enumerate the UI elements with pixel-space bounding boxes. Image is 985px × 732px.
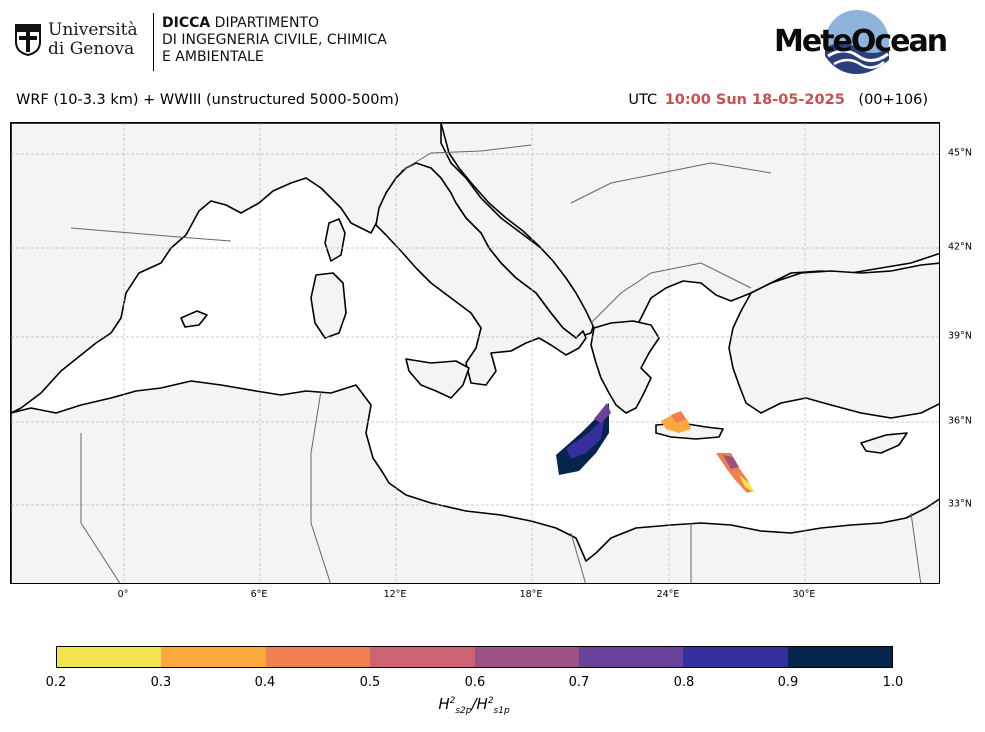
cb-den: H <box>476 695 488 713</box>
wave-ratio-field <box>556 403 755 493</box>
cb-den-sup: 2 <box>487 696 494 706</box>
land-turkey <box>728 262 939 419</box>
land-greece <box>590 320 660 414</box>
unige-shield-icon <box>15 24 41 56</box>
colorbar-segment <box>370 647 475 667</box>
colorbar-label: 0.8 <box>673 675 695 690</box>
forecast-lead: (00+106) <box>858 92 928 108</box>
run-time: UTC 10:00 Sun 18-05-2025 (00+106) <box>628 92 928 108</box>
colorbar-segment <box>57 647 162 667</box>
colorbar-segment <box>683 647 788 667</box>
lon-tick-24e: 24°E <box>656 589 680 600</box>
colorbar-label: 0.4 <box>254 675 276 690</box>
model-title: WRF (10-3.3 km) + WWIII (unstructured 50… <box>16 92 400 108</box>
colorbar-label: 1.0 <box>882 675 904 690</box>
meteocean-logo: MeteOcean <box>772 8 948 76</box>
land-north-africa <box>11 380 939 583</box>
lat-tick-45n: 45°N <box>948 147 972 159</box>
lat-tick-42n: 42°N <box>948 241 972 253</box>
unige-name-line2: di Genova <box>48 39 135 59</box>
land-balearic <box>180 310 208 328</box>
lat-tick-36n: 36°N <box>948 415 972 427</box>
logo-divider <box>153 13 154 71</box>
lat-tick-39n: 39°N <box>948 330 972 342</box>
colorbar-segment <box>161 647 266 667</box>
lon-tick-12e: 12°E <box>383 589 407 600</box>
colorbar-title: H2s2p/H2s1p <box>438 695 510 716</box>
cb-num-sup: 2 <box>449 696 456 706</box>
colorbar-label: 0.6 <box>464 675 486 690</box>
lon-tick-6e: 6°E <box>250 589 268 600</box>
colorbar-label: 0.7 <box>568 675 590 690</box>
map-frame <box>10 122 940 584</box>
cb-num-sub: s2p <box>455 706 472 716</box>
lon-tick-18e: 18°E <box>519 589 543 600</box>
valid-time: 10:00 Sun 18-05-2025 <box>664 92 845 108</box>
dicca-line3: E AMBIENTALE <box>162 49 264 65</box>
colorbar-label: 0.9 <box>777 675 799 690</box>
land-corsica <box>324 218 346 262</box>
lon-tick-0: 0° <box>117 589 129 600</box>
meteocean-wordmark: MeteOcean <box>774 24 948 59</box>
lat-tick-33n: 33°N <box>948 498 972 510</box>
land-italy <box>375 162 587 386</box>
map-canvas <box>11 123 939 583</box>
graticule <box>11 123 939 583</box>
dicca-block: DICCA DIPARTIMENTO DI INGEGNERIA CIVILE,… <box>162 15 387 66</box>
colorbar-label: 0.5 <box>359 675 381 690</box>
land-cyprus <box>860 432 908 454</box>
land-sardinia <box>310 272 347 339</box>
meteocean-globe-icon <box>825 10 889 74</box>
cb-den-sub: s1p <box>493 706 510 716</box>
utc-prefix: UTC <box>628 92 658 108</box>
cb-num: H <box>438 695 450 713</box>
dicca-line2: DI INGEGNERIA CIVILE, CHIMICA <box>162 32 387 48</box>
colorbar-segment <box>787 647 892 667</box>
land-sicily <box>405 358 470 399</box>
dicca-line1: DIPARTIMENTO <box>210 15 320 31</box>
colorbar-label: 0.2 <box>45 675 67 690</box>
colorbar-label: 0.3 <box>150 675 172 690</box>
dicca-acronym: DICCA <box>162 15 211 31</box>
land-areas <box>11 123 939 583</box>
colorbar-segment <box>265 647 371 667</box>
colorbar <box>56 646 893 668</box>
unige-name-line1: Università <box>48 20 138 40</box>
country-borders <box>70 144 922 583</box>
lon-tick-30e: 30°E <box>792 589 816 600</box>
unige-logo: Università di Genova <box>14 12 154 72</box>
colorbar-segment <box>578 647 684 667</box>
colorbar-segment <box>474 647 579 667</box>
